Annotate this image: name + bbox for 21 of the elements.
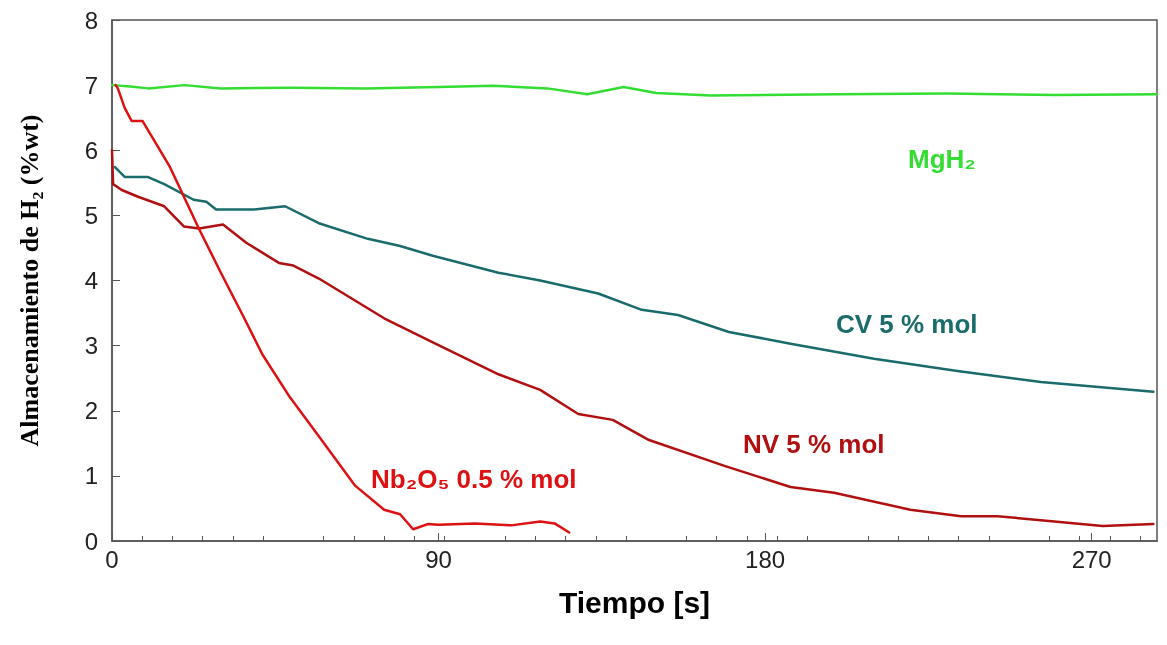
line-series	[110, 149, 1155, 528]
series-label: NV 5 % mol	[743, 429, 885, 459]
y-tick-label: 8	[84, 6, 98, 34]
y-axis-title: Almacenamiento de H₂ (%wt)	[14, 114, 44, 447]
y-tick-label: 3	[84, 332, 98, 360]
x-tick-label: 0	[105, 545, 119, 573]
series-label: MgH₂	[908, 144, 976, 174]
y-tick-label: 1	[84, 462, 98, 490]
x-tick-label: 90	[425, 545, 452, 573]
y-tick-label: 0	[84, 527, 98, 555]
y-tick-label: 7	[84, 71, 98, 99]
y-tick-label: 6	[84, 136, 98, 164]
x-tick-label: 180	[745, 545, 786, 573]
x-axis-title: Tiempo [s]	[558, 585, 711, 619]
series-label: Nb₂O₅ 0.5 % mol	[371, 464, 577, 494]
line-series	[110, 83, 1159, 97]
series-label: CV 5 % mol	[836, 309, 978, 339]
x-tick-label: 270	[1071, 545, 1112, 573]
y-tick-label: 2	[84, 397, 98, 425]
y-tick-label: 4	[84, 267, 98, 294]
y-tick-label: 5	[84, 201, 98, 229]
